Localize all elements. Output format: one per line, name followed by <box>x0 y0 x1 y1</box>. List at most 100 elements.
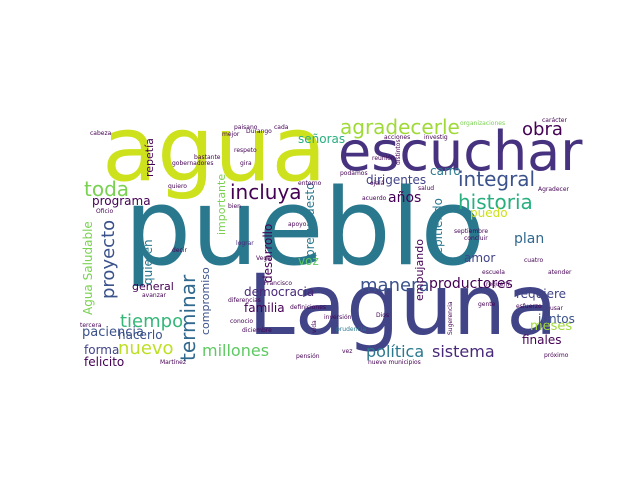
cloud-word: prudencia <box>336 326 367 333</box>
cloud-word: escuela <box>482 269 505 276</box>
cloud-word: esfuerzo <box>516 303 542 310</box>
cloud-word: proyecto <box>98 219 119 299</box>
cloud-word: Sugerencia <box>447 301 454 335</box>
cloud-word: requiere <box>516 287 567 301</box>
cloud-word: paciencia <box>82 325 144 340</box>
cloud-word: nuevo <box>118 338 174 359</box>
cloud-word: hacerlo <box>118 328 163 342</box>
cloud-word: vida <box>311 320 318 333</box>
cloud-word: pueblo <box>124 166 486 289</box>
cloud-word: acuerdo <box>362 195 387 202</box>
cloud-word: obra <box>522 119 563 140</box>
cloud-word: compromiso <box>199 267 212 335</box>
cloud-word: millones <box>202 341 270 360</box>
cloud-word: agradecerle <box>340 115 460 139</box>
cloud-word: puedo <box>470 206 508 220</box>
cloud-word: inversión <box>324 314 352 321</box>
cloud-word: importante <box>215 173 228 235</box>
cloud-word: incluya <box>230 180 302 204</box>
cloud-word: concluir <box>464 235 488 242</box>
cloud-word: repitiendo <box>431 198 445 259</box>
cloud-word: empujando <box>413 239 426 301</box>
cloud-word: Oficio <box>96 208 114 215</box>
cloud-word: manera <box>360 275 430 296</box>
word-cloud: pueblo agua Laguna escuchar agradecerle … <box>76 115 584 372</box>
cloud-word: Martínez <box>160 359 186 366</box>
cloud-word: productores <box>429 276 513 292</box>
cloud-word: usar <box>550 305 564 312</box>
cloud-word: gobernadores <box>172 160 214 167</box>
cloud-word: cuatro <box>524 257 544 264</box>
cloud-word: presupuesto <box>303 182 317 257</box>
cloud-word: general <box>132 280 174 293</box>
cloud-word: diferencias <box>228 297 261 304</box>
cloud-word: carácter <box>542 117 567 124</box>
cloud-word: señoras <box>298 132 346 146</box>
cloud-word: dirigentes <box>366 173 427 187</box>
cloud-word: Durango <box>246 128 272 135</box>
cloud-word: investig <box>424 134 448 141</box>
cloud-word: avanzar <box>142 292 166 299</box>
cloud-word: cabeza <box>90 130 112 137</box>
cloud-word: paisano <box>234 124 258 131</box>
cloud-word: cada <box>274 124 289 131</box>
cloud-word: meses <box>530 319 573 334</box>
cloud-word: años <box>388 190 422 206</box>
cloud-word: tercera <box>80 322 102 329</box>
cloud-word: bien <box>228 203 241 210</box>
cloud-word: amor <box>464 251 496 265</box>
cloud-word: podamos <box>340 170 368 177</box>
cloud-word: septiembre <box>454 228 489 235</box>
cloud-word: gira <box>240 160 252 167</box>
cloud-word: Dios <box>376 312 390 319</box>
cloud-word: felicito <box>84 355 125 369</box>
cloud-word: programa <box>92 194 151 208</box>
cloud-word: diciembre <box>242 327 272 334</box>
cloud-word: definiciones <box>290 304 327 311</box>
cloud-word: Laguna <box>248 256 558 354</box>
cloud-word: sistema <box>432 342 495 361</box>
cloud-word: entorno <box>298 180 322 187</box>
cloud-word: tiempo <box>120 311 184 332</box>
cloud-word: Francisco <box>264 280 293 287</box>
cloud-word: escuchar <box>338 120 583 183</box>
cloud-word: lograr <box>236 240 254 247</box>
cloud-word: ojalá <box>370 180 385 187</box>
cloud-word: pensión <box>296 353 320 360</box>
cloud-word: salud <box>418 185 435 192</box>
cloud-word: integral <box>458 167 536 191</box>
cloud-word: terminar <box>176 274 200 361</box>
cloud-word: política <box>366 342 425 361</box>
cloud-word: historia <box>458 190 533 214</box>
cloud-word: próximo <box>544 352 569 359</box>
cloud-word: distintos <box>395 139 402 165</box>
cloud-word: apoyo <box>288 221 307 228</box>
cloud-word: atender <box>548 269 572 276</box>
cloud-word: Agradecer <box>538 186 570 193</box>
cloud-word: mejor <box>222 131 240 138</box>
cloud-word: voz <box>298 254 319 268</box>
cloud-word: quieren <box>141 239 155 285</box>
cloud-word: democracia <box>244 285 315 299</box>
cloud-word: nueve municipios <box>368 359 421 366</box>
cloud-word: Vega <box>256 255 271 262</box>
cloud-word: vez <box>342 348 353 355</box>
cloud-word: requerir <box>486 281 510 288</box>
cloud-word: carro <box>430 164 461 178</box>
cloud-word: finales <box>522 333 562 347</box>
cloud-word: plan <box>514 231 545 247</box>
cloud-word: bastante <box>194 154 221 161</box>
cloud-word: quiero <box>168 183 187 190</box>
cloud-word: acciones <box>384 134 411 141</box>
cloud-word: agua <box>102 115 327 202</box>
cloud-word: conocio <box>230 318 254 325</box>
cloud-word: familia <box>244 301 285 315</box>
cloud-word: desarrollo <box>261 223 275 283</box>
cloud-word: gente <box>478 301 496 308</box>
cloud-word: juntos <box>538 312 575 326</box>
cloud-word: organizaciones <box>460 120 506 127</box>
cloud-word: decir <box>172 247 187 254</box>
cloud-word: toda <box>84 177 130 201</box>
cloud-word: reunión <box>372 155 395 162</box>
cloud-word: repetía <box>143 138 156 177</box>
